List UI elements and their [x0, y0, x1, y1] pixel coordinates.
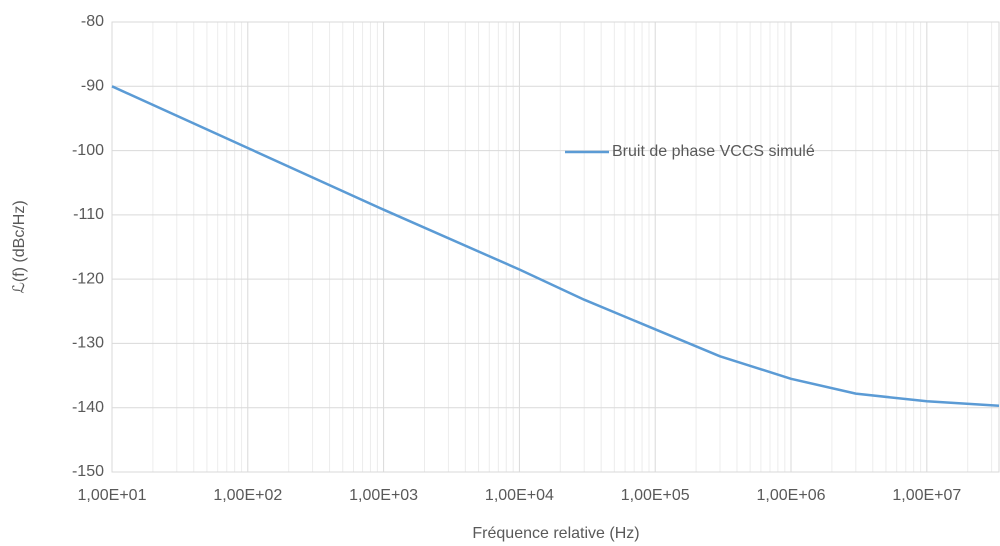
y-tick-label: -110	[73, 206, 104, 223]
x-tick-label: 1,00E+01	[78, 487, 147, 504]
x-tick-label: 1,00E+05	[621, 487, 690, 504]
y-tick-label: -90	[81, 78, 104, 95]
y-tick-label: -120	[72, 270, 104, 287]
y-tick-label: -100	[72, 142, 104, 159]
x-axis-title: Fréquence relative (Hz)	[472, 525, 639, 542]
y-tick-label: -140	[72, 399, 104, 416]
x-tick-label: 1,00E+07	[892, 487, 961, 504]
legend-label: Bruit de phase VCCS simulé	[612, 143, 815, 160]
y-tick-label: -130	[72, 335, 104, 352]
y-tick-label: -80	[81, 13, 104, 30]
x-tick-label: 1,00E+06	[757, 487, 826, 504]
line-series	[111, 85, 1000, 408]
plot-border	[111, 21, 1000, 473]
y-axis-title: ℒ(f) (dBc/Hz)	[11, 200, 28, 293]
x-tick-label: 1,00E+03	[349, 487, 418, 504]
x-tick-label: 1,00E+04	[485, 487, 554, 504]
y-tick-label: -150	[72, 463, 104, 480]
x-tick-label: 1,00E+02	[213, 487, 282, 504]
